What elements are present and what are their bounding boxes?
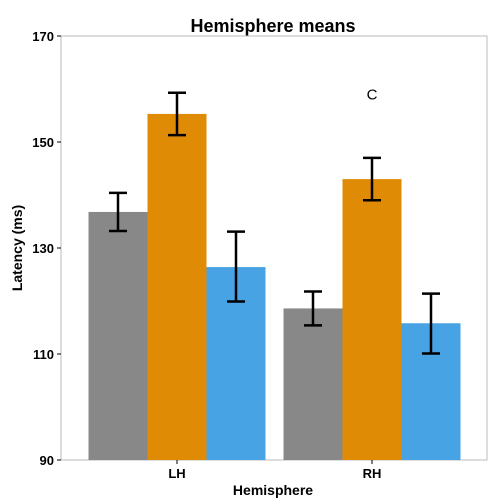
error-bar-lh-3 — [227, 230, 245, 303]
y-tick-label: 90 — [40, 453, 54, 468]
error-bar-rh-1 — [304, 290, 322, 327]
error-bar-lh-2 — [168, 91, 186, 137]
x-axis-label: Hemisphere — [233, 482, 313, 498]
error-bars-group — [109, 91, 440, 355]
y-tick-label: 130 — [32, 241, 54, 256]
bar-lh-2 — [147, 113, 207, 460]
y-axis-label: Latency (ms) — [9, 205, 25, 291]
x-axis: LH RH — [168, 460, 381, 481]
annotation-label: C — [367, 86, 378, 103]
chart-title: Hemisphere means — [190, 16, 355, 36]
bars-group — [88, 113, 461, 460]
error-bar-rh-2 — [363, 156, 381, 202]
bar-lh-1 — [88, 211, 148, 460]
y-axis: 90 110 130 150 170 — [32, 29, 61, 468]
x-tick-label-rh: RH — [363, 466, 382, 481]
x-tick-label-lh: LH — [168, 466, 185, 481]
y-tick-label: 110 — [33, 347, 54, 362]
error-bar-lh-1 — [109, 191, 127, 233]
annotations-group: C — [367, 86, 378, 103]
error-bar-rh-3 — [422, 292, 440, 355]
y-tick-label: 150 — [32, 135, 54, 150]
bar-rh-1 — [283, 308, 343, 460]
y-tick-label: 170 — [32, 29, 54, 44]
bar-rh-2 — [342, 179, 402, 460]
